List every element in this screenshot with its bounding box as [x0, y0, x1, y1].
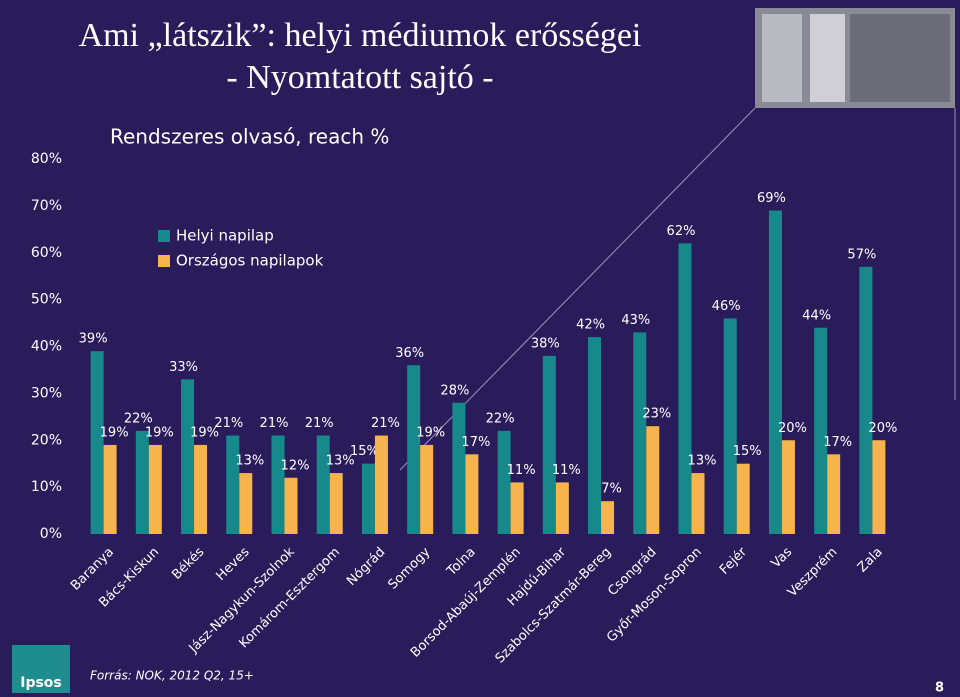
y-tick-label: 30%	[31, 385, 62, 401]
bar	[588, 337, 602, 534]
bar	[181, 379, 195, 534]
bar	[723, 318, 737, 534]
bar	[736, 463, 750, 534]
y-tick-label: 80%	[31, 151, 62, 167]
value-label: 44%	[802, 308, 831, 323]
bar	[465, 454, 479, 534]
image-cover	[810, 14, 845, 102]
bar	[601, 501, 615, 534]
page-number: 8	[935, 681, 944, 696]
y-tick-label: 40%	[31, 339, 62, 355]
bar	[814, 327, 828, 534]
bar	[148, 444, 162, 534]
legend-swatch	[158, 230, 170, 242]
bar	[420, 444, 434, 534]
value-label: 19%	[416, 425, 445, 440]
bar	[226, 435, 240, 534]
bar	[768, 210, 782, 534]
value-label: 13%	[235, 454, 264, 469]
value-label: 28%	[440, 383, 469, 398]
y-tick-label: 50%	[31, 292, 62, 308]
value-label: 42%	[576, 318, 605, 333]
value-label: 12%	[281, 458, 310, 473]
value-label: 17%	[461, 435, 490, 450]
subtitle: Rendszeres olvasó, reach %	[110, 125, 389, 149]
value-label: 36%	[395, 346, 424, 361]
value-label: 21%	[260, 416, 289, 431]
legend-swatch	[158, 255, 170, 267]
value-label: 15%	[733, 444, 762, 459]
y-tick-label: 20%	[31, 432, 62, 448]
logo: Ipsos	[20, 675, 62, 691]
bar	[497, 430, 511, 534]
value-label: 19%	[100, 425, 129, 440]
value-label: 21%	[371, 416, 400, 431]
value-label: 46%	[712, 299, 741, 314]
value-label: 22%	[486, 411, 515, 426]
bar	[271, 435, 285, 534]
value-label: 38%	[531, 336, 560, 351]
value-label: 17%	[823, 435, 852, 450]
bar	[510, 482, 524, 534]
value-label: 57%	[847, 247, 876, 262]
bar	[872, 440, 886, 534]
source: Forrás: NOK, 2012 Q2, 15+	[90, 669, 254, 683]
bar	[316, 435, 330, 534]
value-label: 13%	[326, 454, 355, 469]
title: Ami „látszik”: helyi médiumok erősségei	[79, 17, 642, 54]
bar	[691, 473, 705, 534]
y-tick-label: 10%	[31, 479, 62, 495]
value-label: 20%	[868, 421, 897, 436]
bar	[555, 482, 569, 534]
value-label: 19%	[190, 425, 219, 440]
value-label: 20%	[778, 421, 807, 436]
magazine-image	[755, 8, 955, 108]
bar	[452, 402, 466, 534]
legend-label: Országos napilapok	[176, 252, 324, 270]
value-label: 13%	[688, 454, 717, 469]
value-label: 43%	[621, 313, 650, 328]
y-tick-label: 0%	[40, 526, 62, 542]
bar	[781, 440, 795, 534]
legend-label: Helyi napilap	[176, 227, 274, 245]
value-label: 21%	[214, 416, 243, 431]
bar	[827, 454, 841, 534]
bar	[284, 477, 298, 534]
bar	[194, 444, 208, 534]
value-label: 11%	[552, 463, 581, 478]
bar	[678, 243, 692, 534]
image-cover	[850, 14, 950, 102]
value-label: 39%	[79, 332, 108, 347]
bar	[407, 365, 421, 534]
value-label: 33%	[169, 360, 198, 375]
value-label: 11%	[507, 463, 536, 478]
value-label: 15%	[350, 444, 379, 459]
value-label: 22%	[124, 411, 153, 426]
bar	[361, 463, 375, 534]
bar	[542, 355, 556, 534]
bar	[103, 444, 117, 534]
bar	[374, 435, 388, 534]
value-label: 62%	[667, 224, 696, 239]
logo-box	[12, 645, 70, 693]
bar	[646, 426, 660, 534]
image-cover	[762, 14, 802, 102]
value-label: 23%	[642, 407, 671, 422]
value-label: 21%	[305, 416, 334, 431]
value-label: 19%	[145, 425, 174, 440]
bar	[859, 266, 873, 534]
title: - Nyomtatott sajtó -	[226, 59, 493, 96]
bar	[135, 430, 149, 534]
bar	[633, 332, 647, 534]
y-tick-label: 70%	[31, 198, 62, 214]
value-label: 69%	[757, 191, 786, 206]
y-tick-label: 60%	[31, 245, 62, 261]
bar	[239, 473, 253, 534]
value-label: 7%	[601, 482, 622, 497]
bar	[329, 473, 343, 534]
bar	[90, 351, 104, 534]
